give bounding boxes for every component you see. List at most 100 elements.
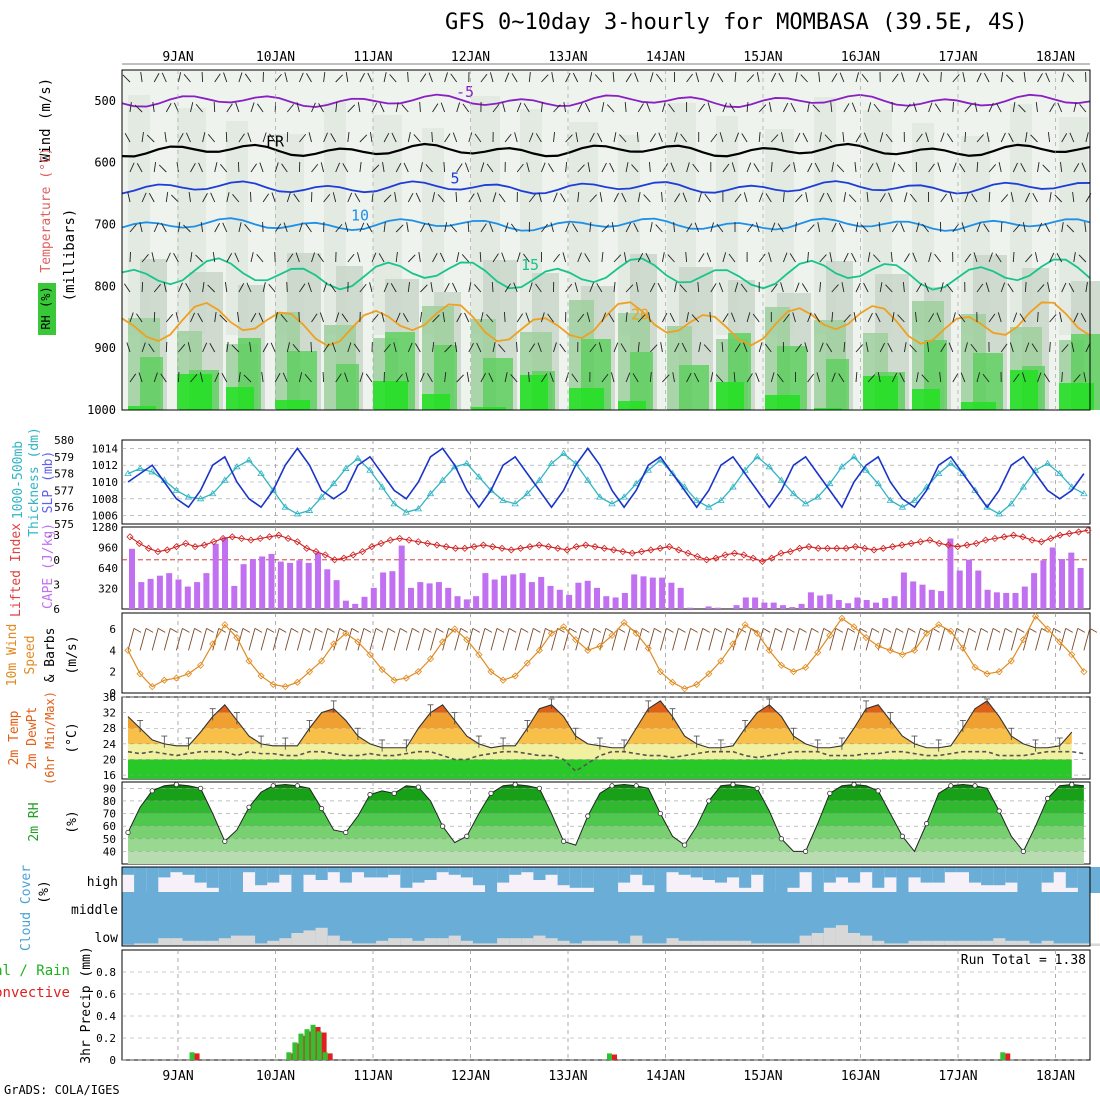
wind-barb xyxy=(831,372,836,383)
surface-wind-barb-feather xyxy=(436,627,444,633)
lifted-index-point xyxy=(238,534,246,543)
cloud-high-bar xyxy=(739,867,752,888)
wind-barb xyxy=(535,133,542,143)
wind-speed-point xyxy=(838,614,846,622)
wind-barb xyxy=(686,162,690,173)
wind-barb xyxy=(456,374,464,383)
wind-barb xyxy=(756,222,760,233)
surface-wind-barb xyxy=(696,628,704,651)
wind-barb xyxy=(562,252,567,263)
surface-wind-barb-feather xyxy=(520,627,529,633)
surface-wind-barb xyxy=(708,628,716,651)
wind-barb xyxy=(577,192,580,203)
wind-barb xyxy=(425,164,433,173)
wind-barb xyxy=(223,72,228,83)
wind-barb xyxy=(795,282,800,293)
legend-rh: RH (%) xyxy=(39,286,53,329)
wind-barb xyxy=(681,342,688,353)
wind-speed-point xyxy=(959,644,967,652)
surface-wind-barb-feather xyxy=(230,627,239,633)
cloud-high-bar xyxy=(714,867,727,883)
lifted-index-point xyxy=(145,544,153,552)
cloud-high-bar xyxy=(255,867,268,886)
rh-point xyxy=(560,838,567,844)
cape-bar xyxy=(677,587,684,609)
cloud-low-bar xyxy=(775,943,788,946)
wind-barb xyxy=(553,253,561,263)
cloud-high-bar xyxy=(122,867,135,875)
cape-bar xyxy=(928,589,935,609)
cloud-high-bar xyxy=(194,867,207,883)
cloud-high-bar xyxy=(823,867,836,883)
wind-barb xyxy=(232,194,240,203)
surface-wind-barb xyxy=(127,628,135,651)
wind-speed-point xyxy=(354,638,362,646)
lifted-index-point xyxy=(954,543,962,551)
lifted-index-point xyxy=(721,551,729,559)
wind-barb xyxy=(716,223,724,233)
surface-wind-barb-feather xyxy=(1089,627,1098,633)
wind-barb xyxy=(366,223,373,233)
wind-barb xyxy=(1078,254,1087,263)
surface-wind-barb xyxy=(986,628,994,651)
rh-point xyxy=(730,781,736,788)
wind-barb xyxy=(805,192,809,203)
surface-wind-barb-feather xyxy=(775,627,783,633)
wind-barb xyxy=(528,343,536,353)
cloud-low-bar xyxy=(170,938,183,946)
rh-shading-cell xyxy=(630,352,653,410)
precip-total-bar xyxy=(310,1024,316,1060)
wind-speed-point xyxy=(983,670,991,678)
wind-barb xyxy=(344,222,349,233)
lifted-index-point xyxy=(647,546,655,554)
wind-barb xyxy=(1069,132,1075,143)
thickness-point xyxy=(584,476,592,483)
rh-tick-label: 90 xyxy=(103,782,116,795)
wind-barb xyxy=(728,253,736,263)
wind-barb xyxy=(661,191,663,203)
wind-barb xyxy=(1056,252,1063,263)
wind-barb xyxy=(406,222,409,233)
cloud-low-bar xyxy=(630,935,643,946)
surface-wind-barb xyxy=(768,628,776,651)
lifted-index-point xyxy=(172,543,181,551)
wind-barb xyxy=(971,193,978,203)
wind-barb xyxy=(755,372,760,383)
cape-bar xyxy=(900,572,907,609)
cape-bar xyxy=(473,596,480,609)
thickness-point xyxy=(438,476,447,483)
wind-barb xyxy=(597,132,603,143)
thickness-point xyxy=(777,476,786,483)
wind-barb xyxy=(1032,192,1038,203)
cloud-low-bar xyxy=(557,940,570,946)
wind-barb xyxy=(661,312,668,323)
wind-barb xyxy=(332,192,337,203)
wind-barb xyxy=(1085,342,1091,353)
thickness-point xyxy=(221,476,229,483)
thickness-point xyxy=(813,493,822,500)
wind-barb xyxy=(807,162,813,173)
cloud-low-bar xyxy=(218,938,231,946)
thickness-point xyxy=(378,483,386,490)
surface-wind-barb-feather xyxy=(339,627,347,633)
wind-barb xyxy=(819,342,824,353)
cloud-high-bar xyxy=(872,867,885,888)
wind-barb xyxy=(129,102,132,113)
wind-barb xyxy=(383,132,390,143)
lifted-index-point xyxy=(489,543,497,551)
cape-bar xyxy=(687,607,693,609)
cloud-low-bar xyxy=(400,938,413,946)
thickness-point xyxy=(245,456,253,463)
wind-barb xyxy=(753,163,760,173)
thickness-point xyxy=(499,496,507,503)
cloud-low-bar xyxy=(944,940,957,946)
wind-barb xyxy=(190,374,198,383)
lifted-index-point xyxy=(889,543,897,551)
wind-barb xyxy=(395,102,399,113)
wind-barb xyxy=(541,373,548,383)
surface-wind-barb-feather xyxy=(968,627,977,633)
wind-barb xyxy=(777,373,784,383)
wind-speed-point xyxy=(499,676,507,684)
wind-barb xyxy=(589,282,594,293)
